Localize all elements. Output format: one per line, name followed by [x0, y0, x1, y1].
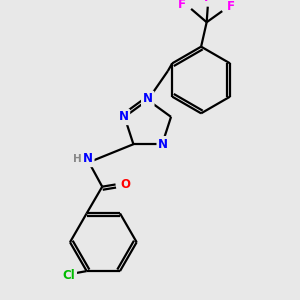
Text: H: H [74, 154, 82, 164]
Text: F: F [178, 0, 186, 11]
Text: O: O [121, 178, 130, 191]
Text: N: N [118, 110, 128, 123]
Text: F: F [227, 0, 235, 13]
Text: N: N [158, 138, 168, 151]
Text: N: N [83, 152, 93, 165]
Text: Cl: Cl [62, 269, 75, 282]
Text: N: N [143, 92, 153, 105]
Text: F: F [204, 0, 212, 4]
